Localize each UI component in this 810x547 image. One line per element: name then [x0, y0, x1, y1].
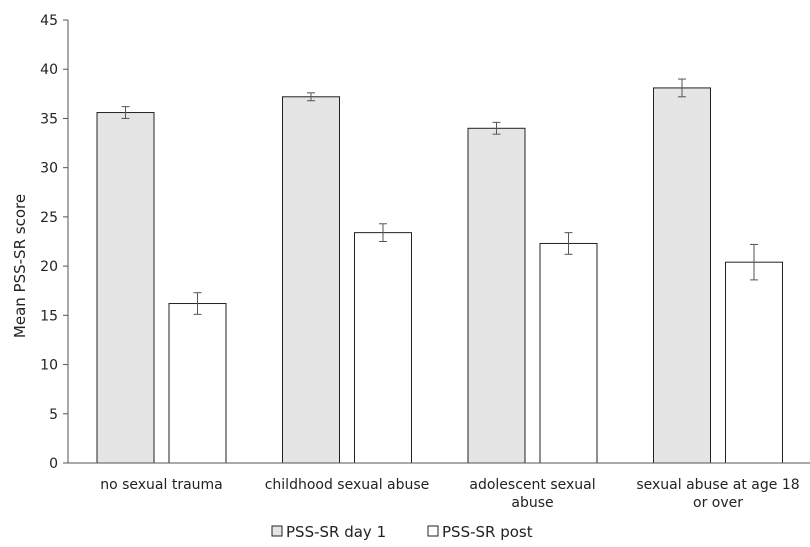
legend-label-post: PSS-SR post	[442, 523, 533, 541]
x-category-label-line: no sexual trauma	[100, 477, 223, 493]
legend-swatch-day1	[271, 525, 283, 537]
y-tick-label: 35	[40, 111, 58, 127]
x-category-label: sexual abuse at age 18 or over	[636, 477, 799, 511]
bar-post	[725, 261, 783, 464]
x-category-label-line: sexual abuse at age 18	[636, 477, 799, 493]
error-bars	[121, 78, 758, 315]
bar-post	[168, 303, 227, 464]
y-tick-label: 15	[40, 308, 58, 324]
bar-post	[354, 232, 412, 464]
y-axis: 0 5 10 15 20 25 30 35 40 45	[40, 13, 69, 472]
y-axis-title: Mean PSS-SR score	[11, 194, 29, 338]
y-tick-label: 45	[40, 13, 58, 29]
y-tick-label: 10	[40, 358, 58, 374]
x-category-label: no sexual trauma	[100, 477, 223, 493]
y-tick-label: 25	[40, 210, 58, 226]
x-category-label: adolescent sexual abuse	[469, 477, 595, 511]
y-tick-label: 30	[40, 161, 58, 177]
x-category-label: childhood sexual abuse	[265, 477, 430, 493]
legend-label-day1: PSS-SR day 1	[286, 523, 386, 541]
bars	[96, 87, 783, 464]
bar-post	[539, 242, 598, 464]
x-category-label-line: abuse	[511, 495, 553, 511]
x-category-label-line: or over	[693, 495, 743, 511]
bar-day1	[467, 127, 526, 464]
y-tick-label: 0	[49, 456, 58, 472]
y-tick-label: 20	[40, 259, 58, 275]
x-axis: no sexual trauma childhood sexual abuse ad…	[68, 462, 810, 511]
legend-swatch-post	[427, 525, 439, 537]
bar-day1	[282, 96, 340, 464]
x-category-label-line: childhood sexual abuse	[265, 477, 430, 493]
y-tick-label: 5	[49, 407, 58, 423]
legend: PSS-SR day 1 PSS-SR post	[271, 523, 533, 541]
x-category-label-line: adolescent sexual	[469, 477, 595, 493]
y-tick-label: 40	[40, 62, 58, 78]
bar-day1	[653, 87, 711, 464]
bar-day1	[96, 112, 155, 464]
